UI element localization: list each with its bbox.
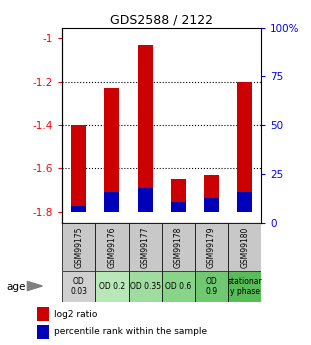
Text: GSM99177: GSM99177 [141,226,150,268]
Text: GSM99180: GSM99180 [240,226,249,268]
Bar [171,179,186,212]
Bar [171,202,186,212]
Bar [195,223,228,271]
Bar [37,325,49,339]
Bar [138,188,153,212]
Text: OD
0.03: OD 0.03 [70,277,87,296]
Bar [162,271,195,302]
Text: log2 ratio: log2 ratio [54,310,98,319]
Text: stationar
y phase: stationar y phase [227,277,262,296]
Text: GSM99175: GSM99175 [74,226,83,268]
Bar [237,82,252,212]
Bar [204,198,219,212]
Text: percentile rank within the sample: percentile rank within the sample [54,327,207,336]
Text: GSM99178: GSM99178 [174,226,183,268]
Polygon shape [27,282,42,290]
Text: GSM99176: GSM99176 [108,226,116,268]
Bar [195,271,228,302]
Bar [104,192,119,212]
Bar [128,223,162,271]
Bar [237,192,252,212]
Bar [95,223,128,271]
Bar [228,223,261,271]
Bar [71,206,86,212]
Bar [37,307,49,321]
Bar [62,223,95,271]
Text: OD 0.2: OD 0.2 [99,282,125,291]
Text: OD 0.35: OD 0.35 [130,282,161,291]
Bar [95,271,128,302]
Bar [228,271,261,302]
Text: age: age [7,282,26,292]
Bar [138,45,153,212]
Bar [204,175,219,212]
Text: OD
0.9: OD 0.9 [206,277,217,296]
Bar [71,125,86,212]
Bar [162,223,195,271]
Bar [104,88,119,212]
Title: GDS2588 / 2122: GDS2588 / 2122 [110,13,213,27]
Bar [62,271,95,302]
Text: GSM99179: GSM99179 [207,226,216,268]
Bar [128,271,162,302]
Text: OD 0.6: OD 0.6 [165,282,192,291]
